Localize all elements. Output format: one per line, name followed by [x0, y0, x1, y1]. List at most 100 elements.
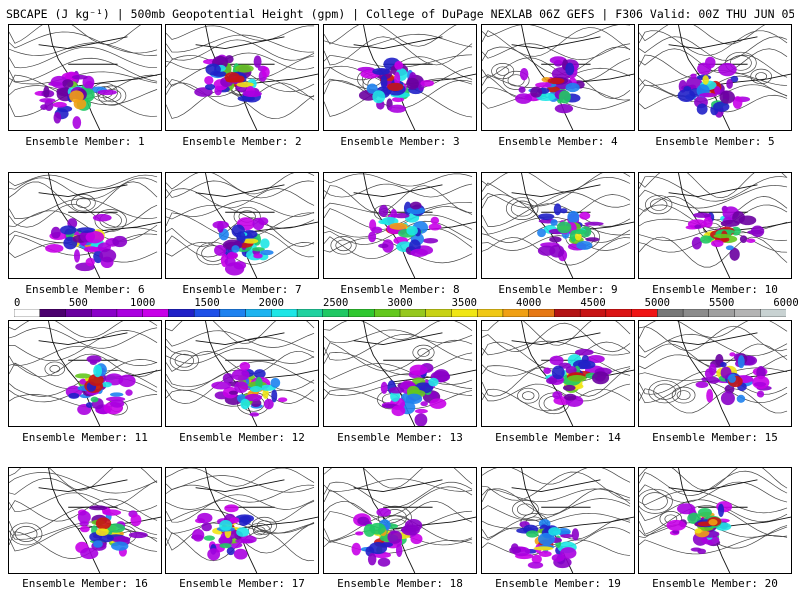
ensemble-member-caption: Ensemble Member: 10 — [652, 283, 778, 296]
member-map-plot — [639, 25, 791, 130]
ensemble-member-map — [165, 172, 319, 279]
colorbar-swatch — [657, 309, 684, 317]
ensemble-member-caption: Ensemble Member: 1 — [25, 135, 145, 148]
member-map-plot — [166, 321, 318, 426]
ensemble-member-map — [323, 24, 477, 131]
colorbar-swatch — [245, 309, 272, 317]
colorbar-swatch — [322, 309, 350, 317]
ensemble-member-map — [481, 320, 635, 427]
ensemble-member-map — [8, 24, 162, 131]
colorbar-tick-label: 1500 — [194, 297, 220, 309]
ensemble-member-caption: Ensemble Member: 11 — [22, 431, 148, 444]
colorbar-swatch — [296, 309, 324, 317]
colorbar-swatch — [271, 309, 298, 317]
ensemble-member-map — [323, 467, 477, 574]
member-map-plot — [324, 25, 476, 130]
member-map-plot — [9, 173, 161, 278]
ensemble-member-map — [8, 467, 162, 574]
ensemble-member-map — [481, 24, 635, 131]
ensemble-member-map — [481, 172, 635, 279]
colorbar-swatch — [708, 309, 736, 317]
member-map-plot — [9, 25, 161, 130]
member-map-plot — [166, 25, 318, 130]
ensemble-member-caption: Ensemble Member: 18 — [337, 577, 463, 590]
ensemble-member-caption: Ensemble Member: 16 — [22, 577, 148, 590]
member-map-plot — [9, 468, 161, 573]
member-map-plot — [324, 173, 476, 278]
colorbar-tick-label: 4000 — [516, 297, 542, 309]
ensemble-member-caption: Ensemble Member: 12 — [179, 431, 305, 444]
colorbar-tick-label: 5500 — [709, 297, 735, 309]
colorbar-swatch — [734, 309, 761, 317]
ensemble-member-caption: Ensemble Member: 17 — [179, 577, 305, 590]
ensemble-member-caption: Ensemble Member: 13 — [337, 431, 463, 444]
ensemble-member-map — [8, 320, 162, 427]
colorbar-tick-label: 4500 — [580, 297, 606, 309]
ensemble-member-map — [638, 467, 792, 574]
colorbar-swatch — [90, 309, 118, 317]
member-map-plot — [639, 173, 791, 278]
colorbar-tick-label: 0 — [14, 297, 21, 309]
colorbar-swatch — [219, 309, 247, 317]
colorbar-swatch — [425, 309, 452, 317]
member-map-plot — [166, 468, 318, 573]
member-map-plot — [324, 321, 476, 426]
colorbar-swatch — [682, 309, 710, 317]
ensemble-member-map — [323, 320, 477, 427]
colorbar-swatch — [399, 309, 427, 317]
ensemble-member-map — [165, 24, 319, 131]
ensemble-member-map — [165, 467, 319, 574]
map-title: SBCAPE (J kg⁻¹) | 500mb Geopotential Hei… — [6, 7, 794, 21]
member-map-plot — [9, 321, 161, 426]
colorbar-swatch — [116, 309, 144, 317]
colorbar-tick-label: 6000 — [773, 297, 799, 309]
colorbar-swatch — [14, 309, 41, 317]
colorbar-swatch — [554, 309, 581, 317]
ensemble-member-map — [638, 24, 792, 131]
member-map-plot — [482, 25, 634, 130]
colorbar-swatch — [39, 309, 66, 317]
ensemble-member-caption: Ensemble Member: 3 — [340, 135, 460, 148]
ensemble-member-caption: Ensemble Member: 9 — [498, 283, 618, 296]
colorbar-swatch — [631, 309, 658, 317]
colorbar-swatch — [451, 309, 478, 317]
member-map-plot — [482, 321, 634, 426]
member-map-plot — [639, 321, 791, 426]
colorbar-swatch — [193, 309, 221, 317]
member-map-plot — [639, 468, 791, 573]
member-map-plot — [166, 173, 318, 278]
ensemble-member-caption: Ensemble Member: 20 — [652, 577, 778, 590]
ensemble-member-map — [8, 172, 162, 279]
member-map-plot — [482, 173, 634, 278]
colorbar-swatch — [502, 309, 530, 317]
ensemble-member-caption: Ensemble Member: 15 — [652, 431, 778, 444]
sbcape-colorbar — [14, 309, 786, 317]
colorbar-tick-label: 2500 — [323, 297, 349, 309]
ensemble-member-map — [323, 172, 477, 279]
colorbar-swatch — [142, 309, 169, 317]
ensemble-member-caption: Ensemble Member: 19 — [495, 577, 621, 590]
colorbar-tick-label: 3500 — [451, 297, 477, 309]
ensemble-member-caption: Ensemble Member: 14 — [495, 431, 621, 444]
colorbar-swatch — [760, 309, 786, 317]
colorbar-tick-label: 3000 — [387, 297, 413, 309]
member-map-plot — [324, 468, 476, 573]
colorbar-tick-label: 2000 — [258, 297, 284, 309]
colorbar-swatch — [605, 309, 633, 317]
colorbar-swatch — [65, 309, 92, 317]
ensemble-member-map — [638, 320, 792, 427]
colorbar-swatch — [528, 309, 555, 317]
colorbar-tick-label: 1000 — [130, 297, 156, 309]
colorbar-tick-label: 500 — [68, 297, 88, 309]
ensemble-member-caption: Ensemble Member: 6 — [25, 283, 145, 296]
ensemble-member-caption: Ensemble Member: 2 — [182, 135, 302, 148]
colorbar-swatch — [168, 309, 195, 317]
colorbar-swatch — [374, 309, 401, 317]
colorbar-swatch — [477, 309, 504, 317]
ensemble-member-map — [638, 172, 792, 279]
ensemble-member-caption: Ensemble Member: 5 — [655, 135, 775, 148]
colorbar-swatch — [579, 309, 607, 317]
ensemble-member-caption: Ensemble Member: 4 — [498, 135, 618, 148]
member-map-plot — [482, 468, 634, 573]
colorbar-tick-label: 5000 — [644, 297, 670, 309]
